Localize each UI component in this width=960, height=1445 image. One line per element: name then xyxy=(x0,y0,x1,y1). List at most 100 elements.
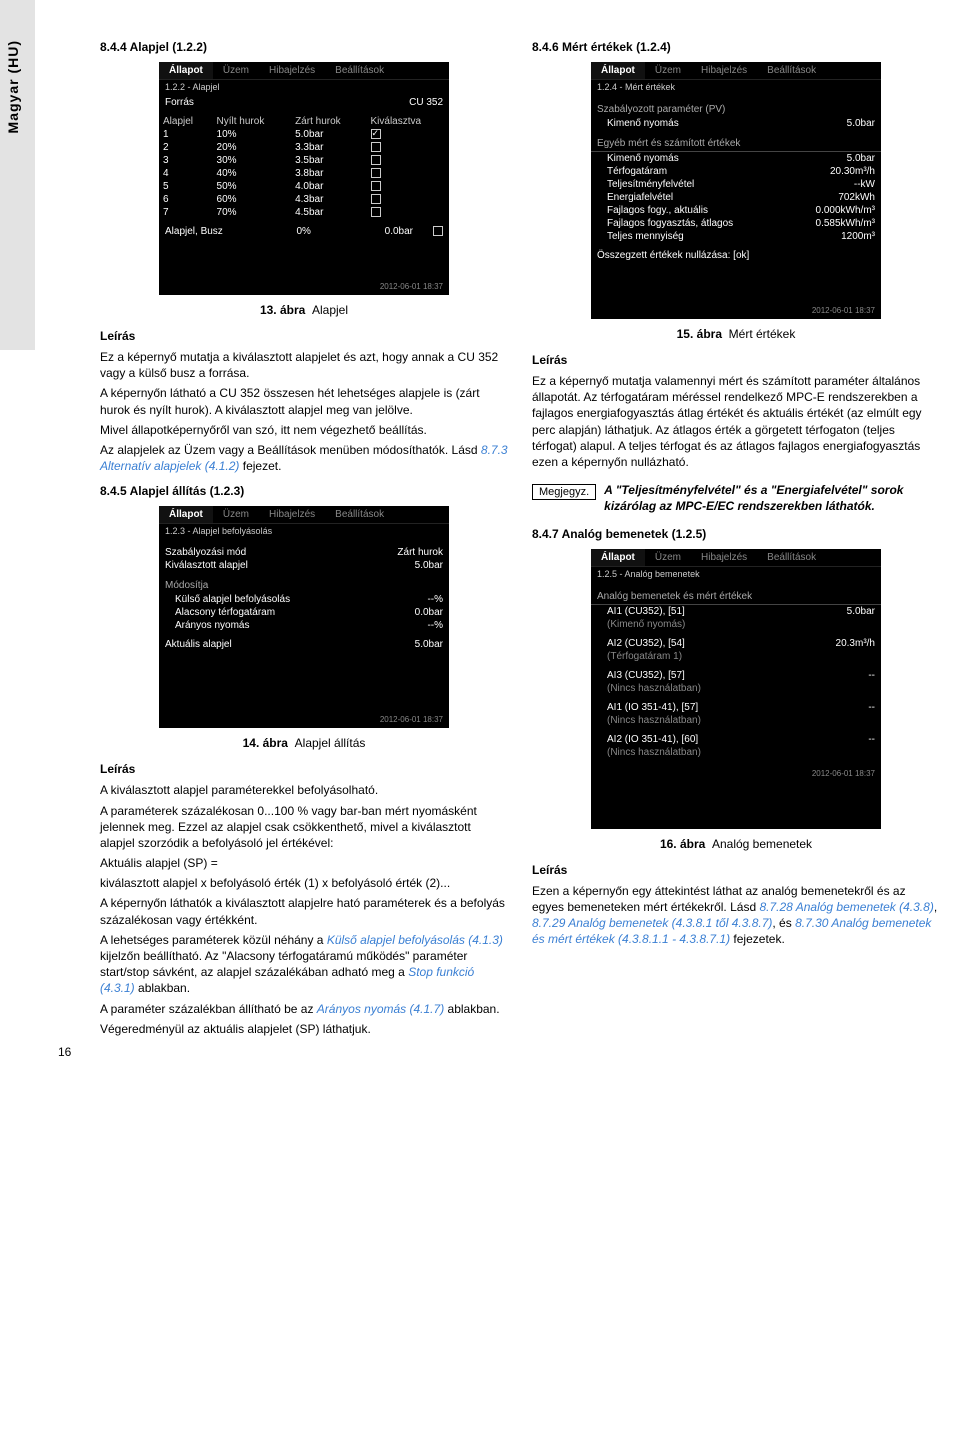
screenshot-2: Állapot Üzem Hibajelzés Beállítások 1.2.… xyxy=(159,506,449,728)
desc-heading: Leírás xyxy=(532,863,940,877)
sc-breadcrumb: 1.2.5 - Analóg bemenetek xyxy=(591,567,881,583)
list-item-sub: (Nincs használatban) xyxy=(591,714,881,727)
table-row: 770%4.5bar xyxy=(159,206,449,219)
body-text: A képernyőn láthatók a kiválasztott alap… xyxy=(100,895,508,927)
table-row: 440%3.8bar xyxy=(159,167,449,180)
caption-text: Mért értékek xyxy=(729,327,796,341)
caption: 16. ábra xyxy=(660,837,705,851)
caption: 14. ábra xyxy=(243,736,288,750)
subheading: Szabályozott paraméter (PV) xyxy=(591,102,881,117)
checkbox-icon xyxy=(371,181,381,191)
value: 0% xyxy=(223,226,385,237)
link[interactable]: 8.7.28 Analóg bemenetek (4.3.8) xyxy=(759,900,933,914)
value: Zárt hurok xyxy=(397,547,443,558)
checkbox-icon xyxy=(371,207,381,217)
checkbox-icon xyxy=(371,168,381,178)
label: Összegzett értékek nullázása: [ok] xyxy=(597,250,749,261)
value: --% xyxy=(427,620,443,631)
timestamp: 2012-06-01 18:37 xyxy=(159,278,449,293)
value: 5.0bar xyxy=(415,560,443,571)
body-text: Ez a képernyő mutatja valamennyi mért és… xyxy=(532,373,940,470)
sc-tab: Beállítások xyxy=(325,62,394,79)
body-text: A képernyőn látható a CU 352 összesen hé… xyxy=(100,385,508,417)
setpoint-table: Alapjel Nyílt hurok Zárt hurok Kiválaszt… xyxy=(159,115,449,219)
list-item-sub: (Kimenő nyomás) xyxy=(591,618,881,631)
note-label: Megjegyz. xyxy=(532,484,596,500)
sc-tab: Beállítások xyxy=(757,62,826,79)
table-row: 110%5.0bar xyxy=(159,128,449,141)
list-item-sub: (Nincs használatban) xyxy=(591,682,881,695)
list-item: Teljesítményfelvétel--kW xyxy=(591,178,881,191)
sc-tab: Állapot xyxy=(591,62,645,79)
caption: 15. ábra xyxy=(677,327,722,341)
body-text: Aktuális alapjel (SP) = xyxy=(100,855,508,871)
sc-tab: Hibajelzés xyxy=(259,62,325,79)
col-head: Kiválasztva xyxy=(367,115,450,128)
list-item: Teljes mennyiség1200m³ xyxy=(591,230,881,243)
list-item-sub: (Nincs használatban) xyxy=(591,746,881,759)
subheading: Módosítja xyxy=(159,578,449,593)
caption-text: Alapjel állítás xyxy=(295,736,366,750)
sc-tab: Hibajelzés xyxy=(691,549,757,566)
side-tab-label: Magyar (HU) xyxy=(5,40,21,133)
table-row: 550%4.0bar xyxy=(159,180,449,193)
table-row: 660%4.3bar xyxy=(159,193,449,206)
value: 0.0bar xyxy=(385,226,413,237)
sc-breadcrumb: 1.2.3 - Alapjel befolyásolás xyxy=(159,524,449,540)
sc-tab: Üzem xyxy=(213,506,259,523)
body-text: A paraméter százalékban állítható be az … xyxy=(100,1001,508,1017)
value: 5.0bar xyxy=(847,118,875,129)
desc-heading: Leírás xyxy=(100,329,508,343)
sec4-heading: 8.4.7 Analóg bemenetek (1.2.5) xyxy=(532,527,940,541)
checkbox-icon xyxy=(371,129,381,139)
body-text: Ezen a képernyőn egy áttekintést láthat … xyxy=(532,883,940,948)
list-item-sub: (Térfogatáram 1) xyxy=(591,650,881,663)
list-item: AI2 (CU352), [54]20.3m³/h xyxy=(591,637,881,650)
page-number: 16 xyxy=(58,1045,71,1059)
label: Alapjel, Busz xyxy=(165,226,223,237)
sec1-heading: 8.4.4 Alapjel (1.2.2) xyxy=(100,40,508,54)
label: Kiválasztott alapjel xyxy=(165,560,248,571)
col-head: Nyílt hurok xyxy=(213,115,292,128)
desc-heading: Leírás xyxy=(100,762,508,776)
link[interactable]: Külső alapjel befolyásolás (4.1.3) xyxy=(327,933,503,947)
sc-tab: Üzem xyxy=(645,549,691,566)
label: Forrás xyxy=(165,97,194,108)
sc-tab: Állapot xyxy=(159,506,213,523)
subheading: Egyéb mért és számított értékek xyxy=(591,136,881,152)
body-text: A kiválasztott alapjel paraméterekkel be… xyxy=(100,782,508,798)
col-head: Zárt hurok xyxy=(291,115,366,128)
body-text: A lehetséges paraméterek közül néhány a … xyxy=(100,932,508,997)
col-head: Alapjel xyxy=(159,115,213,128)
timestamp: 2012-06-01 18:37 xyxy=(591,765,881,780)
caption: 13. ábra xyxy=(260,303,305,317)
checkbox-icon xyxy=(371,142,381,152)
value: CU 352 xyxy=(409,97,443,108)
desc-heading: Leírás xyxy=(532,353,940,367)
link[interactable]: Arányos nyomás (4.1.7) xyxy=(317,1002,444,1016)
sec2-heading: 8.4.5 Alapjel állítás (1.2.3) xyxy=(100,484,508,498)
sc-tab: Állapot xyxy=(159,62,213,79)
label: Aktuális alapjel xyxy=(165,639,232,650)
list-item: AI1 (IO 351-41), [57]-- xyxy=(591,701,881,714)
sec3-heading: 8.4.6 Mért értékek (1.2.4) xyxy=(532,40,940,54)
sc-tab: Hibajelzés xyxy=(259,506,325,523)
value: --% xyxy=(427,594,443,605)
label: Arányos nyomás xyxy=(175,620,249,631)
list-item: Fajlagos fogy., aktuális0.000kWh/m³ xyxy=(591,204,881,217)
value: 0.0bar xyxy=(415,607,443,618)
sc-tab: Állapot xyxy=(591,549,645,566)
timestamp: 2012-06-01 18:37 xyxy=(591,302,881,317)
value: 5.0bar xyxy=(415,639,443,650)
body-text: Az alapjelek az Üzem vagy a Beállítások … xyxy=(100,442,508,474)
sc-breadcrumb: 1.2.4 - Mért értékek xyxy=(591,80,881,96)
list-item: AI1 (CU352), [51]5.0bar xyxy=(591,605,881,618)
list-item: AI2 (IO 351-41), [60]-- xyxy=(591,733,881,746)
list-item: Energiafelvétel702kWh xyxy=(591,191,881,204)
list-item: Fajlagos fogyasztás, átlagos0.585kWh/m³ xyxy=(591,217,881,230)
list-item: Kimenő nyomás5.0bar xyxy=(591,152,881,165)
sc-tab: Üzem xyxy=(645,62,691,79)
link[interactable]: 8.7.29 Analóg bemenetek (4.3.8.1 től 4.3… xyxy=(532,916,772,930)
caption-text: Alapjel xyxy=(312,303,348,317)
sc-tab: Beállítások xyxy=(325,506,394,523)
